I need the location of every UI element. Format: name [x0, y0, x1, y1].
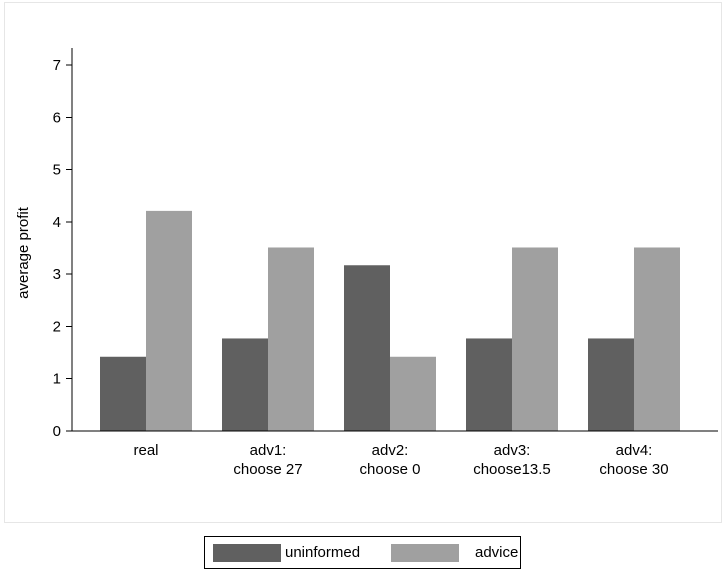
x-category-label: real	[133, 442, 158, 459]
bar-uninformed	[344, 265, 390, 431]
legend-swatch-advice	[391, 544, 459, 562]
x-category-label: adv3:	[494, 442, 531, 459]
x-category-label: choose 0	[360, 461, 421, 478]
x-category-label: adv4:	[616, 442, 653, 459]
y-tick-label: 2	[53, 318, 61, 335]
y-tick-label: 1	[53, 371, 61, 388]
bar-uninformed	[100, 356, 146, 431]
chart-frame	[4, 2, 722, 523]
y-tick-label: 7	[53, 57, 61, 74]
bar-uninformed	[588, 338, 634, 431]
bar-uninformed	[222, 338, 268, 431]
x-categories-layer: real adv1: choose 27 adv2: choose 0 adv3: choo…	[133, 442, 668, 478]
legend-swatch-uninformed	[213, 544, 281, 562]
y-tick-label: 3	[53, 266, 61, 283]
legend: uninformed advice	[204, 536, 521, 569]
bar-advice	[390, 356, 436, 431]
y-tick-label: 5	[53, 162, 61, 179]
x-category-label: adv2:	[372, 442, 409, 459]
legend-label-uninformed: uninformed	[285, 544, 361, 561]
bars-layer	[100, 210, 680, 431]
bar-uninformed	[466, 338, 512, 431]
y-tick-label: 4	[53, 214, 61, 231]
bar-advice	[146, 210, 192, 431]
x-category-label: choose13.5	[473, 461, 551, 478]
y-tick-label: 6	[53, 109, 61, 126]
y-ticks-layer: 0 1 2 3 4 5 6 7	[53, 57, 72, 440]
x-category-label: choose 27	[233, 461, 302, 478]
bar-advice	[512, 247, 558, 431]
bar-advice	[268, 247, 314, 431]
y-tick-label: 0	[53, 423, 61, 440]
x-category-label: choose 30	[599, 461, 668, 478]
legend-label-advice: advice	[475, 544, 519, 561]
y-axis-title: average profit	[15, 206, 32, 299]
bar-advice	[634, 247, 680, 431]
x-category-label: adv1:	[250, 442, 287, 459]
